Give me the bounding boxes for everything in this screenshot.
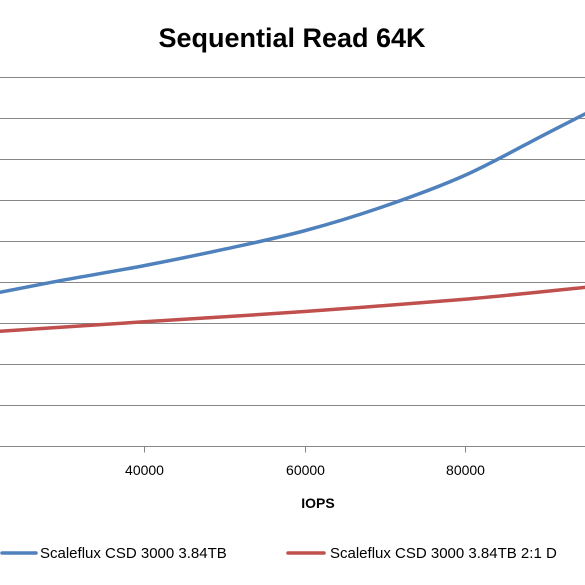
- series-line-1: [0, 285, 585, 333]
- x-tick-labels: 40000 60000 80000: [125, 462, 485, 478]
- legend-label-0: Scaleflux CSD 3000 3.84TB: [40, 545, 227, 562]
- series-line-0: [0, 112, 585, 294]
- x-tick-marks: [144, 446, 466, 453]
- legend: Scaleflux CSD 3000 3.84TB Scaleflux CSD 3…: [0, 545, 557, 562]
- series-lines: [0, 112, 585, 333]
- x-axis-title: IOPS: [301, 495, 334, 511]
- x-tick-label-0: 40000: [125, 462, 164, 478]
- legend-label-1: Scaleflux CSD 3000 3.84TB 2:1 D: [330, 545, 557, 562]
- x-tick-label-2: 80000: [446, 462, 485, 478]
- x-tick-label-1: 60000: [286, 462, 325, 478]
- grid-lines: [0, 77, 585, 406]
- chart-title: Sequential Read 64K: [158, 23, 426, 53]
